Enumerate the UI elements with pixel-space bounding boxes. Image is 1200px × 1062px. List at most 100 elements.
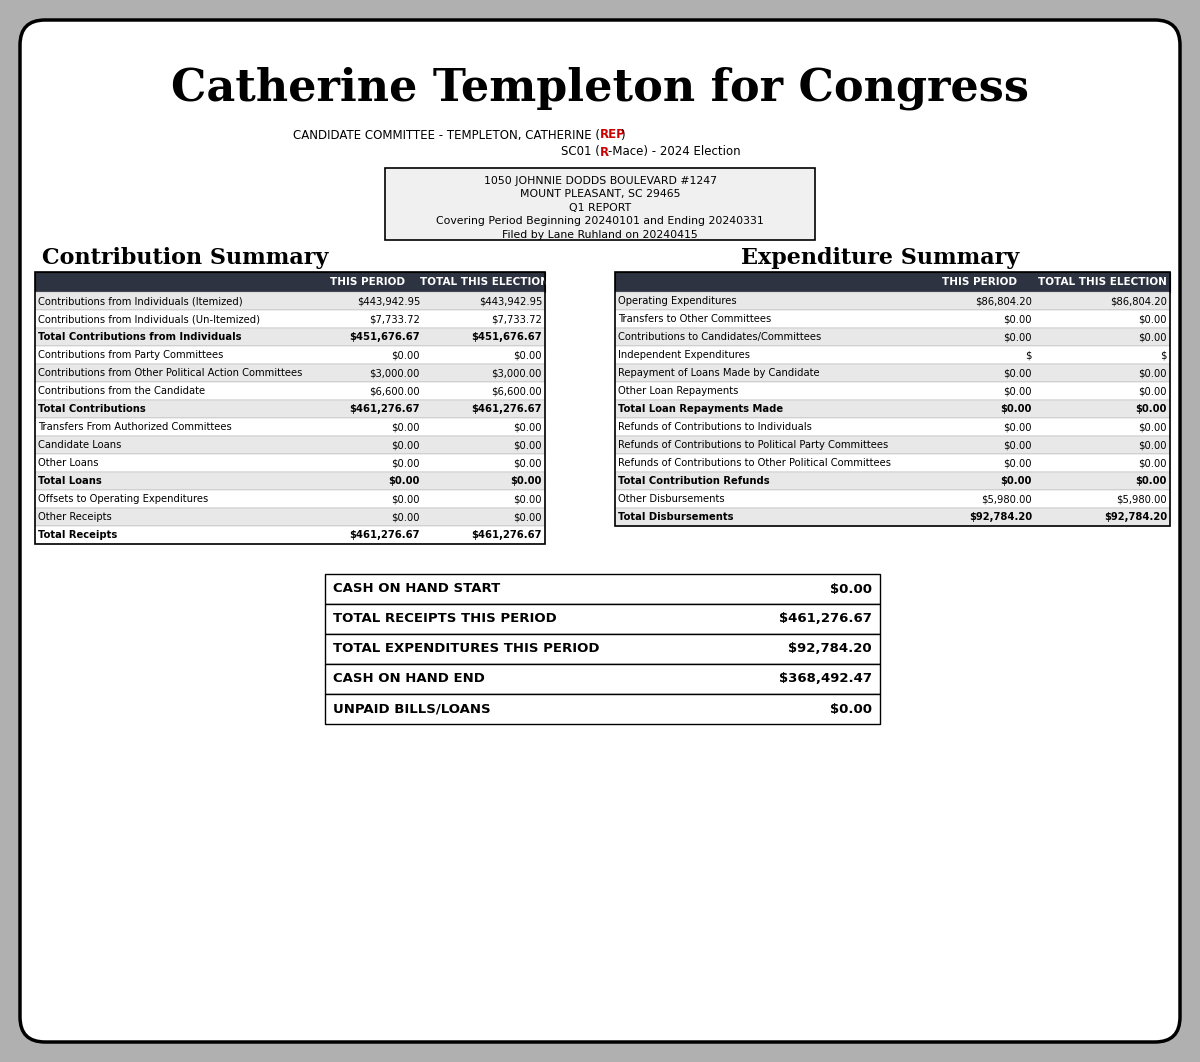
Text: Transfers to Other Committees: Transfers to Other Committees <box>618 314 772 324</box>
Text: $461,276.67: $461,276.67 <box>472 530 542 539</box>
Bar <box>35 292 545 310</box>
Bar <box>616 346 1170 364</box>
Text: $0.00: $0.00 <box>1139 422 1166 432</box>
Text: $0.00: $0.00 <box>1135 404 1166 414</box>
Text: $0.00: $0.00 <box>514 512 542 523</box>
Text: Contributions to Candidates/Committees: Contributions to Candidates/Committees <box>618 332 821 342</box>
Text: $0.00: $0.00 <box>514 458 542 468</box>
Bar <box>35 526 545 544</box>
Text: $461,276.67: $461,276.67 <box>472 404 542 414</box>
Bar <box>616 364 1170 382</box>
Text: Other Loans: Other Loans <box>38 458 98 468</box>
Bar <box>616 453 1170 472</box>
Text: $: $ <box>1026 350 1032 360</box>
Text: $368,492.47: $368,492.47 <box>779 672 872 685</box>
Text: Operating Expenditures: Operating Expenditures <box>618 296 737 306</box>
Text: Repayment of Loans Made by Candidate: Repayment of Loans Made by Candidate <box>618 369 820 378</box>
Text: Contribution Summary: Contribution Summary <box>42 247 328 269</box>
Bar <box>35 490 545 508</box>
Text: Contributions from the Candidate: Contributions from the Candidate <box>38 386 205 396</box>
Bar <box>35 346 545 364</box>
Text: Total Contribution Refunds: Total Contribution Refunds <box>618 476 769 486</box>
Text: $0.00: $0.00 <box>1139 369 1166 378</box>
Bar <box>616 382 1170 400</box>
Text: $0.00: $0.00 <box>1139 314 1166 324</box>
Text: $6,600.00: $6,600.00 <box>370 386 420 396</box>
Bar <box>616 400 1170 418</box>
Bar <box>325 573 880 604</box>
Text: $0.00: $0.00 <box>391 494 420 504</box>
Bar <box>35 436 545 453</box>
Text: $0.00: $0.00 <box>511 476 542 486</box>
Bar <box>35 508 545 526</box>
Text: Total Receipts: Total Receipts <box>38 530 118 539</box>
Text: $92,784.20: $92,784.20 <box>968 512 1032 523</box>
Text: Catherine Templeton for Congress: Catherine Templeton for Congress <box>172 66 1030 109</box>
Text: $92,784.20: $92,784.20 <box>1104 512 1166 523</box>
Text: Contributions from Party Committees: Contributions from Party Committees <box>38 350 223 360</box>
Text: -Mace) - 2024 Election: -Mace) - 2024 Election <box>608 145 740 158</box>
Bar <box>35 310 545 328</box>
Bar <box>616 328 1170 346</box>
Text: $92,784.20: $92,784.20 <box>788 643 872 655</box>
Bar <box>35 382 545 400</box>
Text: $0.00: $0.00 <box>830 702 872 716</box>
Text: $0.00: $0.00 <box>1003 369 1032 378</box>
Text: TOTAL THIS ELECTION: TOTAL THIS ELECTION <box>1038 277 1166 287</box>
Text: Q1 REPORT: Q1 REPORT <box>569 203 631 213</box>
Text: $3,000.00: $3,000.00 <box>492 369 542 378</box>
Bar <box>616 508 1170 526</box>
Text: TOTAL EXPENDITURES THIS PERIOD: TOTAL EXPENDITURES THIS PERIOD <box>334 643 600 655</box>
Text: $443,942.95: $443,942.95 <box>356 296 420 306</box>
Bar <box>35 364 545 382</box>
Bar <box>325 634 880 664</box>
Bar <box>616 436 1170 453</box>
Text: $461,276.67: $461,276.67 <box>349 404 420 414</box>
Text: $0.00: $0.00 <box>514 350 542 360</box>
Text: $5,980.00: $5,980.00 <box>982 494 1032 504</box>
Text: Total Contributions from Individuals: Total Contributions from Individuals <box>38 332 241 342</box>
Text: $7,733.72: $7,733.72 <box>370 314 420 324</box>
Text: $0.00: $0.00 <box>391 350 420 360</box>
Text: Refunds of Contributions to Other Political Committees: Refunds of Contributions to Other Politi… <box>618 458 890 468</box>
FancyBboxPatch shape <box>20 20 1180 1042</box>
Text: THIS PERIOD: THIS PERIOD <box>942 277 1016 287</box>
Text: CASH ON HAND END: CASH ON HAND END <box>334 672 485 685</box>
Text: SC01 (: SC01 ( <box>562 145 600 158</box>
Text: $0.00: $0.00 <box>1003 332 1032 342</box>
Bar <box>35 472 545 490</box>
Text: $451,676.67: $451,676.67 <box>472 332 542 342</box>
Text: Refunds of Contributions to Political Party Committees: Refunds of Contributions to Political Pa… <box>618 440 888 450</box>
Bar <box>616 292 1170 310</box>
Text: Total Loans: Total Loans <box>38 476 102 486</box>
Text: Contributions from Individuals (Un-Itemized): Contributions from Individuals (Un-Itemi… <box>38 314 260 324</box>
Text: UNPAID BILLS/LOANS: UNPAID BILLS/LOANS <box>334 702 491 716</box>
Text: $0.00: $0.00 <box>1139 440 1166 450</box>
Bar <box>385 168 815 240</box>
Text: $0.00: $0.00 <box>1003 458 1032 468</box>
Text: $0.00: $0.00 <box>1003 422 1032 432</box>
Text: $: $ <box>1160 350 1166 360</box>
Text: $0.00: $0.00 <box>1003 314 1032 324</box>
Text: $7,733.72: $7,733.72 <box>491 314 542 324</box>
Text: $0.00: $0.00 <box>1139 458 1166 468</box>
Text: Total Disbursements: Total Disbursements <box>618 512 733 523</box>
Bar <box>325 664 880 693</box>
Text: $0.00: $0.00 <box>391 440 420 450</box>
Text: Total Loan Repayments Made: Total Loan Repayments Made <box>618 404 784 414</box>
Bar <box>616 418 1170 436</box>
Text: Refunds of Contributions to Individuals: Refunds of Contributions to Individuals <box>618 422 812 432</box>
Text: 1050 JOHNNIE DODDS BOULEVARD #1247: 1050 JOHNNIE DODDS BOULEVARD #1247 <box>484 176 716 186</box>
Text: Offsets to Operating Expenditures: Offsets to Operating Expenditures <box>38 494 209 504</box>
Text: $0.00: $0.00 <box>514 440 542 450</box>
Text: $0.00: $0.00 <box>1001 476 1032 486</box>
Text: TOTAL RECEIPTS THIS PERIOD: TOTAL RECEIPTS THIS PERIOD <box>334 613 557 626</box>
Text: Contributions from Other Political Action Committees: Contributions from Other Political Actio… <box>38 369 302 378</box>
Text: Total Contributions: Total Contributions <box>38 404 145 414</box>
Text: $461,276.67: $461,276.67 <box>349 530 420 539</box>
Text: $0.00: $0.00 <box>1139 332 1166 342</box>
Text: $6,600.00: $6,600.00 <box>491 386 542 396</box>
Bar <box>35 272 545 544</box>
Text: $443,942.95: $443,942.95 <box>479 296 542 306</box>
Text: $0.00: $0.00 <box>1003 440 1032 450</box>
